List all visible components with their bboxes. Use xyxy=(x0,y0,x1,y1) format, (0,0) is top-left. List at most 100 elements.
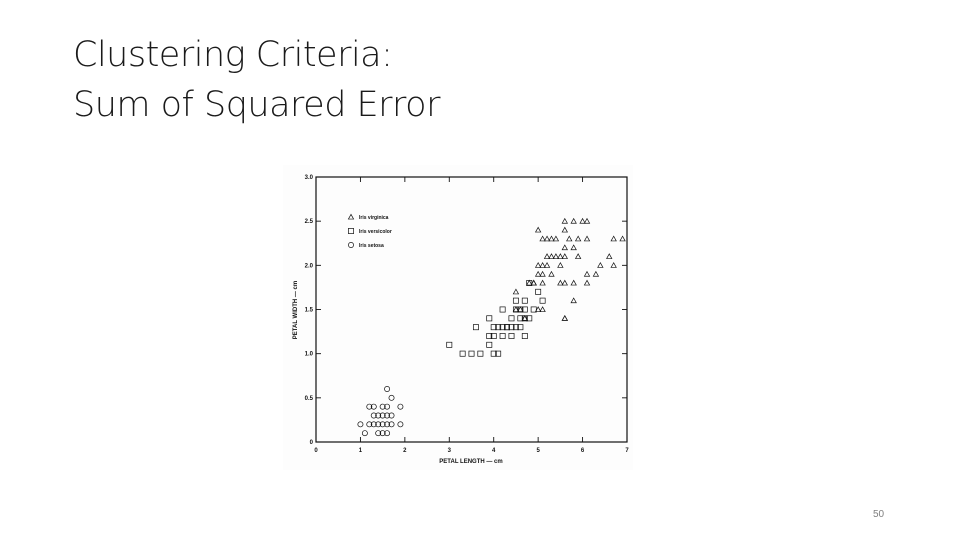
circle-point xyxy=(388,412,395,419)
triangle-point xyxy=(548,270,555,277)
square-point xyxy=(486,333,493,339)
triangle-point xyxy=(539,270,546,277)
triangle-point xyxy=(557,279,564,286)
square-point xyxy=(526,315,533,322)
triangle-point xyxy=(539,279,546,286)
square-point xyxy=(499,324,506,331)
triangle-point xyxy=(583,235,591,242)
circle-point xyxy=(379,421,386,428)
y-axis-label: PETAL WIDTH — cm xyxy=(293,281,299,339)
circle-point xyxy=(384,386,391,392)
triangle-point xyxy=(517,306,524,312)
legend-marker-circle xyxy=(348,242,354,248)
square-point xyxy=(499,333,506,339)
triangle-point xyxy=(561,253,568,259)
square-point xyxy=(499,306,506,313)
legend-marker-square xyxy=(348,228,354,234)
triangle-point xyxy=(534,306,542,312)
triangle-point xyxy=(592,270,600,277)
x-tick-label: 1 xyxy=(359,448,363,454)
triangle-point xyxy=(583,217,591,224)
square-point xyxy=(512,306,519,313)
y-tick-label: 2.0 xyxy=(305,263,314,269)
square-point xyxy=(517,306,524,313)
circle-point xyxy=(375,412,382,419)
triangle-point xyxy=(561,226,568,233)
scatter-chart: 0 1 2 3 4 5 6 7 0 0.5 1.0 1.5 2.0 2.5 3.0 PETAL LENGT… xyxy=(283,165,633,470)
circle-point xyxy=(375,421,382,428)
square-point xyxy=(508,333,515,339)
square-point xyxy=(530,306,537,313)
circle-point xyxy=(370,412,377,419)
data-points xyxy=(357,217,626,437)
circle-point xyxy=(388,421,395,428)
square-point xyxy=(512,324,519,331)
slide-number: 50 xyxy=(873,509,885,520)
legend-label: Iris versicolor xyxy=(359,229,392,235)
circle-point xyxy=(366,421,373,428)
triangle-point xyxy=(597,262,604,268)
y-tick-label: 1.0 xyxy=(305,352,314,358)
triangle-point xyxy=(539,306,546,312)
triangle-point xyxy=(574,253,582,259)
x-tick-label: 5 xyxy=(536,448,540,454)
triangle-point xyxy=(583,279,591,286)
legend-label: Iris setosa xyxy=(359,243,384,249)
triangle-point xyxy=(570,297,577,304)
triangle-point xyxy=(552,235,560,242)
y-tick-label: 0.5 xyxy=(305,396,314,402)
square-point xyxy=(490,350,497,357)
triangle-point xyxy=(561,244,568,251)
circle-point xyxy=(384,421,391,428)
x-axis-label: PETAL LENGTH — cm xyxy=(439,459,502,465)
triangle-point xyxy=(539,262,546,268)
triangle-point xyxy=(534,262,542,268)
circle-point xyxy=(370,421,377,428)
square-point xyxy=(521,333,528,339)
square-point xyxy=(517,324,524,331)
square-point xyxy=(446,341,453,348)
triangle-point xyxy=(557,262,564,268)
y-tick-label: 3.0 xyxy=(305,175,314,181)
circle-point xyxy=(384,412,391,419)
square-point xyxy=(512,297,519,304)
circle-point xyxy=(361,430,368,437)
triangle-point xyxy=(606,253,613,259)
triangle-point xyxy=(521,315,529,321)
y-tick-label: 0 xyxy=(310,440,314,446)
circle-point xyxy=(379,430,386,437)
circle-point xyxy=(357,421,364,428)
triangle-point xyxy=(566,235,573,242)
circle-point xyxy=(375,430,382,437)
square-point xyxy=(521,297,528,304)
square-point xyxy=(490,333,497,339)
square-point xyxy=(472,324,479,331)
square-point xyxy=(508,315,515,322)
scatter-chart-svg: 0 1 2 3 4 5 6 7 0 0.5 1.0 1.5 2.0 2.5 3.0 PETAL LENGT… xyxy=(293,175,629,465)
slide-title-line-2: Sum of Squared Error xyxy=(73,85,440,125)
triangle-point xyxy=(534,226,542,233)
square-point xyxy=(486,315,493,322)
x-tick-label: 6 xyxy=(581,448,585,454)
x-tick-label: 4 xyxy=(492,448,496,454)
triangle-point xyxy=(570,244,577,251)
circle-point xyxy=(379,403,386,410)
triangle-point xyxy=(570,279,577,286)
triangle-point xyxy=(579,217,586,224)
y-tick-label: 1.5 xyxy=(305,308,314,314)
triangle-point xyxy=(619,235,626,242)
triangle-point xyxy=(526,279,533,286)
triangle-point xyxy=(543,262,551,268)
x-tick-label: 2 xyxy=(403,448,407,454)
triangle-point xyxy=(543,235,551,242)
legend-marker-triangle xyxy=(347,213,355,220)
triangle-point xyxy=(574,235,582,242)
triangle-point xyxy=(530,279,537,286)
circle-point xyxy=(397,403,404,410)
square-point xyxy=(535,288,542,295)
circle-point xyxy=(397,421,404,428)
circle-point xyxy=(366,403,373,410)
circle-point xyxy=(370,403,377,410)
triangle-point xyxy=(548,235,555,242)
circle-point xyxy=(384,403,391,410)
